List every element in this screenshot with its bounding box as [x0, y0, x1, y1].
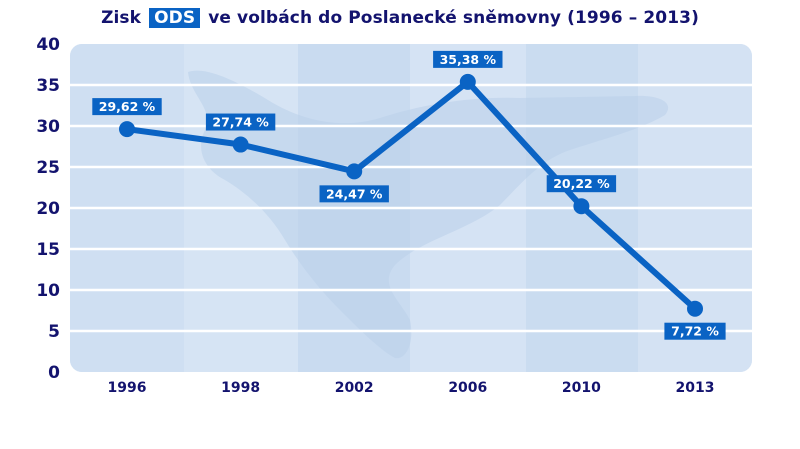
y-tick-label: 35 [36, 76, 60, 96]
x-axis: 1996 1998 2002 2006 2010 2013 [108, 380, 715, 396]
data-point-marker [573, 198, 590, 215]
y-tick-label: 40 [36, 35, 60, 55]
x-tick-label: 1996 [108, 380, 147, 396]
y-tick-label: 20 [36, 199, 60, 219]
data-label: 35,38 % [433, 50, 503, 68]
y-axis: 0 5 10 15 20 25 30 35 40 [36, 35, 60, 383]
title-suffix: ve volbách do Poslanecké sněmovny (1996 … [208, 8, 699, 28]
x-tick-label: 2006 [448, 380, 487, 396]
data-label: 7,72 % [664, 322, 726, 340]
title-party-badge: ODS [149, 8, 201, 28]
y-tick-label: 15 [36, 240, 60, 260]
data-label-text: 24,47 % [326, 186, 383, 201]
y-tick-label: 10 [36, 281, 60, 301]
data-label-text: 27,74 % [212, 115, 269, 130]
x-tick-label: 2013 [676, 380, 715, 396]
data-label: 24,47 % [319, 185, 389, 203]
data-point-marker [459, 73, 476, 90]
y-tick-label: 30 [36, 117, 60, 137]
data-label-text: 29,62 % [99, 99, 156, 114]
data-point-marker [119, 121, 135, 138]
title-prefix: Zisk [101, 8, 142, 28]
gridlines [70, 83, 752, 333]
data-label-text: 7,72 % [671, 324, 719, 339]
y-tick-label: 0 [48, 363, 60, 383]
data-point-marker [687, 300, 703, 317]
data-label: 27,74 % [205, 113, 276, 131]
x-tick-label: 2010 [562, 380, 601, 396]
series-line [126, 78, 698, 311]
x-tick-label: 2002 [335, 380, 374, 396]
data-point-marker [346, 163, 363, 180]
data-point-marker [232, 136, 249, 153]
data-series-ods: 29,62 % 27,74 % 24,47 % 35,38 % 20,22 % 7,72 … [92, 50, 726, 340]
data-label: 20,22 % [546, 175, 617, 193]
plot-area [70, 44, 752, 372]
y-tick-label: 25 [36, 158, 60, 178]
data-label: 29,62 % [92, 98, 162, 116]
y-tick-label: 5 [48, 322, 60, 342]
chart-title: Zisk ODS ve volbách do Poslanecké sněmov… [0, 8, 800, 28]
map-shape [188, 70, 669, 359]
data-label-text: 20,22 % [553, 176, 610, 191]
data-label-text: 35,38 % [440, 52, 497, 67]
x-tick-label: 1998 [221, 380, 260, 396]
